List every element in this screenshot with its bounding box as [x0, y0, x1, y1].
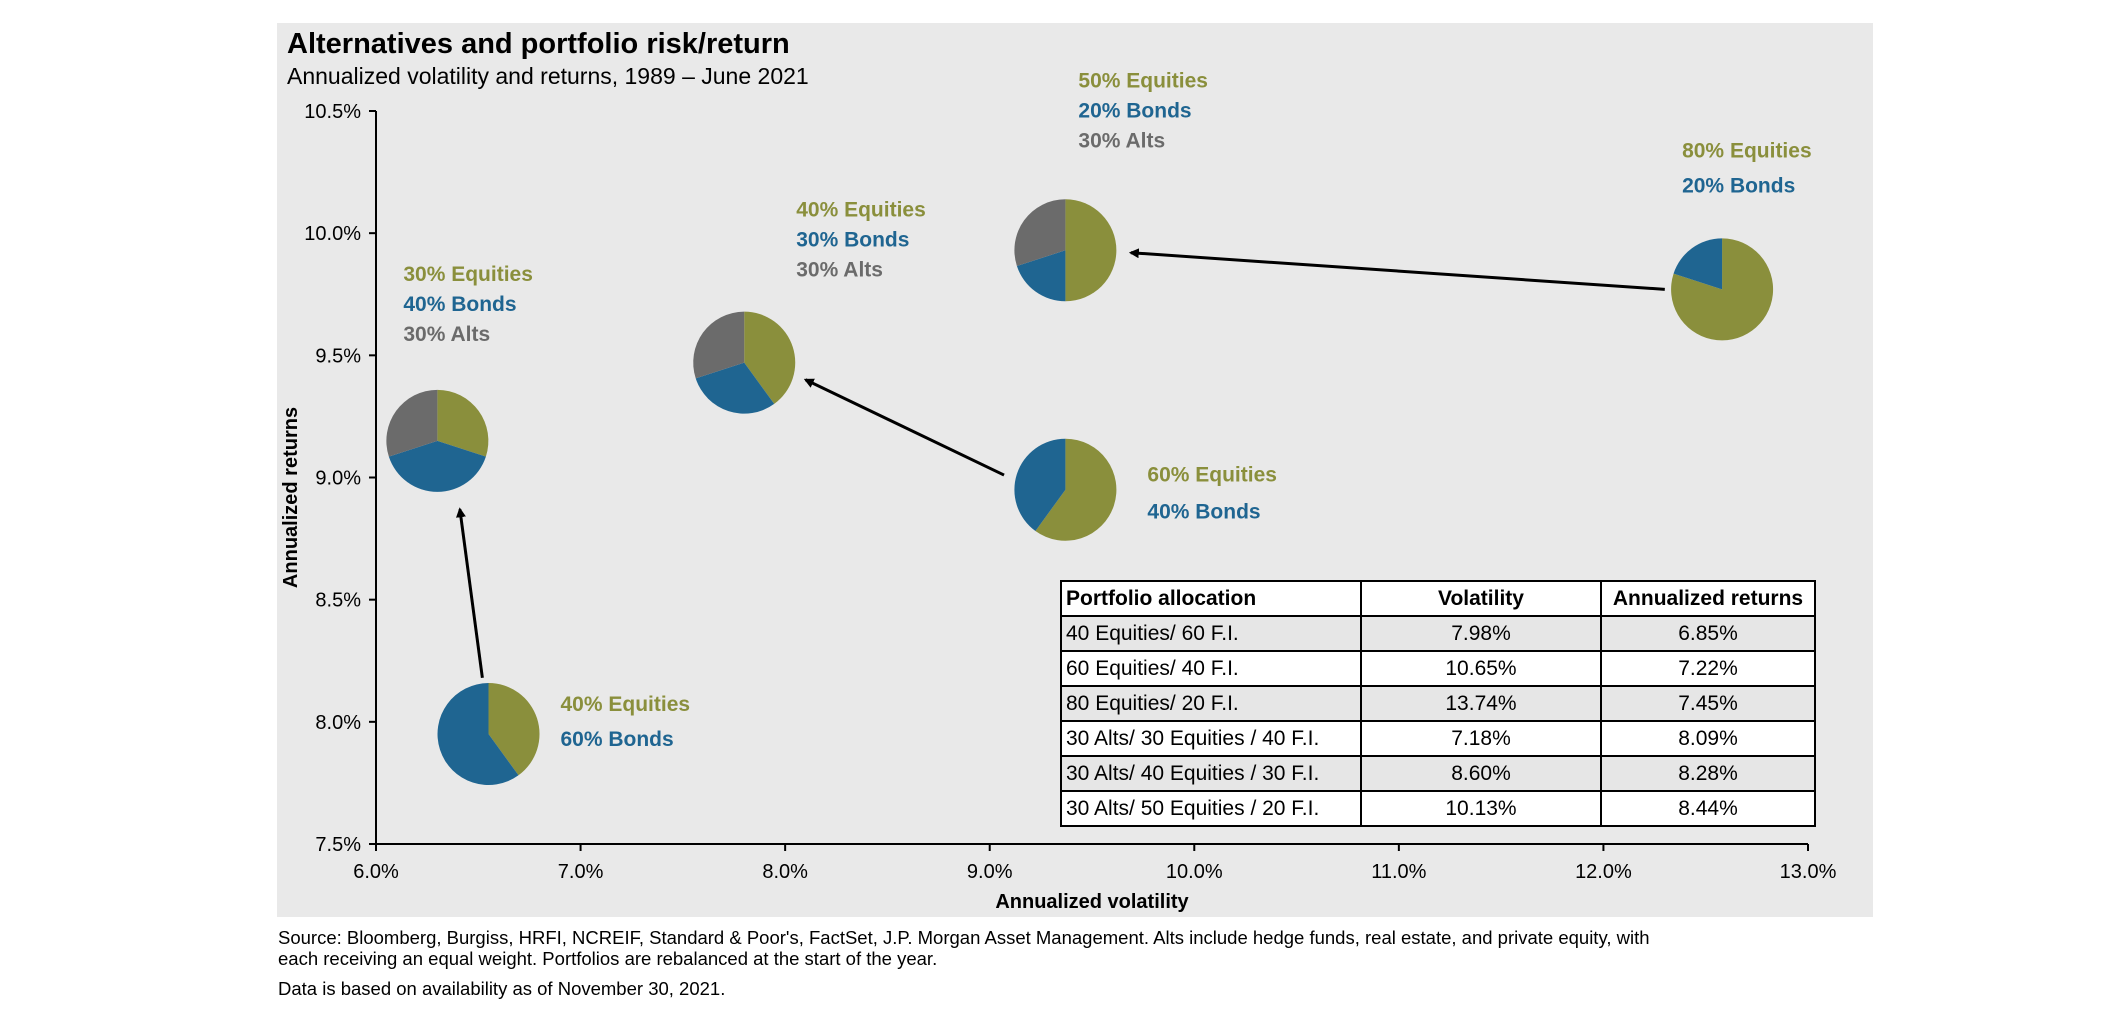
data-availability-note: Data is based on availability as of Nove… — [278, 978, 726, 999]
allocation-table: Portfolio allocation Volatility Annualiz… — [1060, 580, 1816, 827]
table-cell-returns: 8.09% — [1600, 720, 1816, 757]
table-row: 30 Alts/ 30 Equities / 40 F.I. 7.18% 8.0… — [1060, 720, 1816, 757]
y-tick-label: 8.0% — [315, 712, 361, 734]
x-tick-label: 6.0% — [353, 861, 399, 883]
y-tick-label: 10.0% — [304, 223, 361, 245]
x-tick-label: 10.0% — [1166, 861, 1223, 883]
table-row: 30 Alts/ 50 Equities / 20 F.I. 10.13% 8.… — [1060, 790, 1816, 827]
table-row: 80 Equities/ 20 F.I. 13.74% 7.45% — [1060, 685, 1816, 722]
allocation-pie — [437, 683, 540, 786]
x-tick-label: 13.0% — [1780, 861, 1837, 883]
pie-slice-bonds — [388, 440, 486, 492]
pie-label: 40% Equities — [796, 199, 926, 222]
table-cell-returns: 6.85% — [1600, 615, 1816, 652]
table-cell-volatility: 7.98% — [1360, 615, 1602, 652]
x-axis-label: Annualized volatility — [995, 891, 1189, 913]
y-tick-label: 8.5% — [315, 590, 361, 612]
pie-label: 80% Equities — [1682, 139, 1812, 162]
table-cell-allocation: 80 Equities/ 20 F.I. — [1060, 685, 1362, 722]
pie-slice-bonds — [1673, 238, 1723, 290]
pie-label: 40% Bonds — [403, 293, 516, 316]
pie-label: 30% Alts — [403, 323, 490, 346]
pie-label: 30% Alts — [796, 259, 883, 282]
table-cell-returns: 8.28% — [1600, 755, 1816, 792]
table-cell-volatility: 7.18% — [1360, 720, 1602, 757]
x-tick-label: 8.0% — [762, 861, 808, 883]
table-cell-allocation: 40 Equities/ 60 F.I. — [1060, 615, 1362, 652]
table-cell-allocation: 30 Alts/ 40 Equities / 30 F.I. — [1060, 755, 1362, 792]
table-header-returns: Annualized returns — [1600, 580, 1816, 617]
pie-label: 60% Equities — [1147, 464, 1277, 487]
pie-label: 60% Bonds — [561, 728, 674, 751]
pie-slice-bonds — [695, 362, 775, 414]
table-cell-volatility: 10.65% — [1360, 650, 1602, 687]
table-cell-volatility: 10.13% — [1360, 790, 1602, 827]
table-cell-volatility: 8.60% — [1360, 755, 1602, 792]
pie-slice-bonds — [1016, 250, 1066, 302]
connector-arrow — [455, 507, 484, 679]
pie-label: 40% Equities — [561, 693, 691, 716]
pie-slice-equities — [437, 389, 489, 457]
pie-label: 40% Bonds — [1147, 501, 1260, 524]
chart-subtitle: Annualized volatility and returns, 1989 … — [287, 63, 809, 89]
pie-label: 30% Bonds — [796, 229, 909, 252]
pie-label: 20% Bonds — [1682, 174, 1795, 197]
table-header-allocation: Portfolio allocation — [1060, 580, 1362, 617]
pie-slice-equities — [1065, 199, 1117, 302]
table-header-volatility: Volatility — [1360, 580, 1602, 617]
pie-label: 50% Equities — [1078, 69, 1208, 92]
allocation-pie — [693, 311, 796, 414]
table-row: 30 Alts/ 40 Equities / 30 F.I. 8.60% 8.2… — [1060, 755, 1816, 792]
pie-slice-alts — [1014, 199, 1066, 267]
x-tick-label: 12.0% — [1575, 861, 1632, 883]
table-cell-returns: 8.44% — [1600, 790, 1816, 827]
table-row: 60 Equities/ 40 F.I. 10.65% 7.22% — [1060, 650, 1816, 687]
pie-slice-alts — [693, 311, 745, 379]
pie-label-group: 40% Equities 30% Bonds 30% Alts — [796, 199, 926, 282]
allocation-pie — [386, 389, 489, 492]
pie-label: 30% Equities — [403, 263, 533, 286]
y-tick-label: 10.5% — [304, 101, 361, 123]
table-cell-volatility: 13.74% — [1360, 685, 1602, 722]
table-cell-allocation: 60 Equities/ 40 F.I. — [1060, 650, 1362, 687]
y-tick-label: 9.0% — [315, 468, 361, 490]
connector-arrow — [1128, 248, 1665, 291]
source-note: Source: Bloomberg, Burgiss, HRFI, NCREIF… — [278, 927, 1650, 969]
table-cell-returns: 7.45% — [1600, 685, 1816, 722]
allocation-pie — [1671, 238, 1774, 341]
allocation-pie — [1014, 438, 1117, 541]
pie-label-group: 30% Equities 40% Bonds 30% Alts — [403, 263, 533, 346]
y-tick-label: 7.5% — [315, 834, 361, 856]
table-header-row: Portfolio allocation Volatility Annualiz… — [1060, 580, 1816, 617]
pie-slice-equities — [488, 683, 540, 776]
pie-label: 20% Bonds — [1078, 99, 1191, 122]
table-cell-returns: 7.22% — [1600, 650, 1816, 687]
pie-slice-equities — [744, 311, 796, 404]
allocation-pie — [1014, 199, 1117, 302]
pie-slice-equities — [1035, 438, 1117, 541]
pie-slice-equities — [1671, 238, 1774, 341]
chart-title: Alternatives and portfolio risk/return — [287, 28, 790, 60]
pie-label-group: 50% Equities 20% Bonds 30% Alts — [1078, 69, 1208, 152]
pie-slice-bonds — [1014, 438, 1066, 531]
x-tick-label: 9.0% — [967, 861, 1013, 883]
x-tick-label: 11.0% — [1371, 861, 1426, 883]
pie-label: 30% Alts — [1078, 129, 1165, 152]
pie-slice-bonds — [437, 683, 519, 786]
pie-label-group: 80% Equities 20% Bonds — [1682, 139, 1812, 197]
table-row: 40 Equities/ 60 F.I. 7.98% 6.85% — [1060, 615, 1816, 652]
y-axis-label: Annualized returns — [280, 407, 302, 588]
connector-arrow — [803, 378, 1005, 477]
pie-slice-alts — [386, 389, 438, 457]
pie-label-group: 40% Equities 60% Bonds — [561, 693, 691, 751]
table-cell-allocation: 30 Alts/ 30 Equities / 40 F.I. — [1060, 720, 1362, 757]
y-tick-label: 9.5% — [315, 345, 361, 367]
x-tick-label: 7.0% — [558, 861, 604, 883]
table-cell-allocation: 30 Alts/ 50 Equities / 20 F.I. — [1060, 790, 1362, 827]
pie-label-group: 60% Equities 40% Bonds — [1147, 464, 1277, 524]
